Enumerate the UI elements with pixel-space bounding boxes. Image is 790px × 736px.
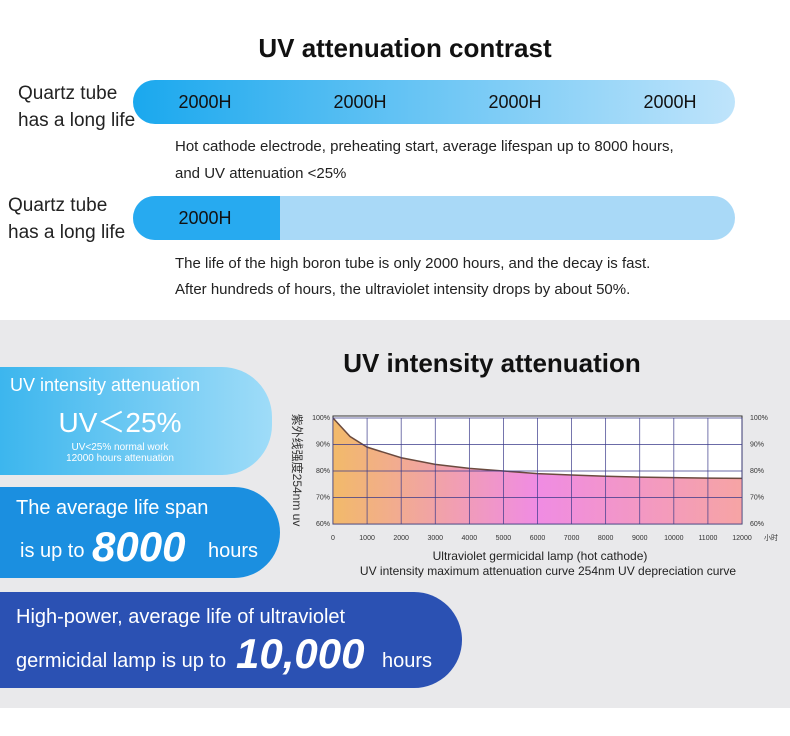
card-number: 10,000 xyxy=(236,630,365,677)
x-tick-label: 11000 xyxy=(698,535,717,542)
card-number: 8000 xyxy=(92,523,186,570)
segment: 2000H xyxy=(333,92,387,112)
description: The life of the high boron tube is only … xyxy=(175,255,651,272)
caption: UV intensity maximum attenuation curve 2… xyxy=(360,564,737,578)
x-tick-label: 0 xyxy=(331,535,335,542)
y-tick-label: 90% xyxy=(750,441,764,448)
y-tick-label: 60% xyxy=(750,521,764,528)
y-tick-label: 90% xyxy=(316,441,330,448)
chart-title: UV intensity attenuation xyxy=(343,348,641,378)
card-suffix: hours xyxy=(382,650,433,672)
card-prefix: is up to xyxy=(20,540,85,562)
title: UV attenuation contrast xyxy=(258,33,552,63)
description: Hot cathode electrode, preheating start,… xyxy=(175,138,674,155)
segment: 2000H xyxy=(643,92,697,112)
card: High-power, average life of ultraviolet … xyxy=(0,592,462,688)
segment: 2000H xyxy=(178,208,232,228)
x-tick-label: 9000 xyxy=(632,535,648,542)
description: and UV attenuation <25% xyxy=(175,165,347,182)
card-suffix: hours xyxy=(208,540,259,562)
card: UV intensity attenuation UV＜25% UV<25% n… xyxy=(0,367,272,475)
description: After hundreds of hours, the ultraviolet… xyxy=(175,281,631,298)
x-unit: 小时 xyxy=(764,533,778,542)
bar-fill xyxy=(133,196,280,240)
x-tick-label: 10000 xyxy=(664,535,684,542)
bar xyxy=(133,80,735,124)
y-tick-label: 100% xyxy=(750,415,768,422)
card-note: UV<25% normal work 12000 hours attenuati… xyxy=(66,442,174,464)
caption: Ultraviolet germicidal lamp (hot cathode… xyxy=(433,549,648,563)
x-tick-label: 2000 xyxy=(393,535,409,542)
x-tick-label: 6000 xyxy=(530,535,546,542)
card-line: The average life span xyxy=(16,497,209,519)
card: The average life span is up to 8000 hour… xyxy=(0,487,280,578)
card-line: High-power, average life of ultraviolet xyxy=(16,606,346,628)
card-headline: UV＜25% xyxy=(58,407,182,438)
row-label: Quartz tube has a long life xyxy=(8,195,126,243)
y-tick-label: 80% xyxy=(750,468,764,475)
x-tick-label: 4000 xyxy=(462,535,478,542)
card-title: UV intensity attenuation xyxy=(10,375,201,395)
y-tick-label: 70% xyxy=(316,494,330,501)
x-tick-label: 1000 xyxy=(359,535,375,542)
y-tick-label: 70% xyxy=(750,494,764,501)
segment: 2000H xyxy=(488,92,542,112)
x-tick-label: 12000 xyxy=(732,535,752,542)
y-tick-label: 60% xyxy=(316,521,330,528)
x-tick-label: 5000 xyxy=(496,535,512,542)
x-tick-label: 3000 xyxy=(427,535,443,542)
card-prefix: germicidal lamp is up to xyxy=(16,650,227,672)
y-axis-label: 紫外线强度254nm uv xyxy=(290,414,305,527)
x-tick-label: 7000 xyxy=(564,535,580,542)
row-label: Quartz tube has a long life xyxy=(18,83,136,131)
y-tick-label: 80% xyxy=(316,468,330,475)
y-tick-label: 100% xyxy=(312,415,330,422)
x-tick-label: 8000 xyxy=(598,535,614,542)
segment: 2000H xyxy=(178,92,232,112)
